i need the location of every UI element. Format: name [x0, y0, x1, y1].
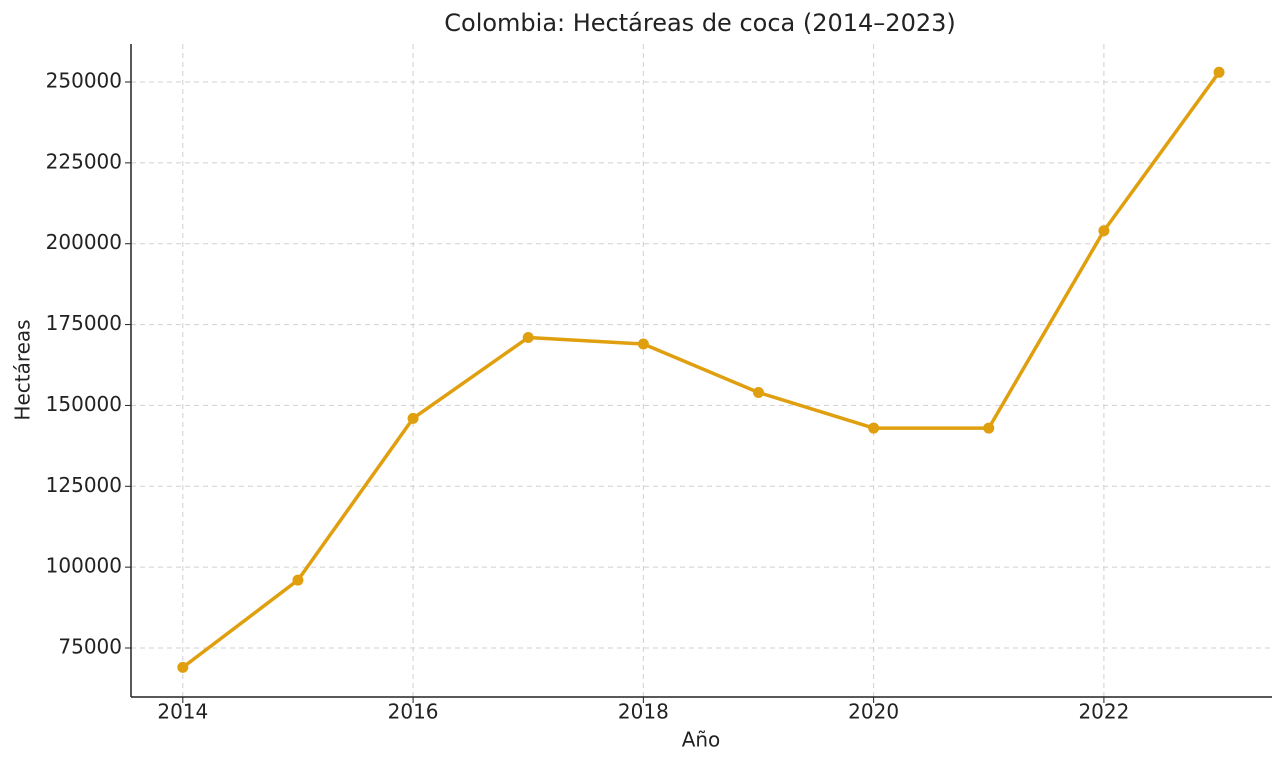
data-point — [407, 412, 419, 424]
y-tick-label: 175000 — [46, 311, 122, 335]
data-point — [983, 422, 995, 434]
data-point — [637, 338, 649, 350]
y-tick-label: 75000 — [58, 635, 122, 659]
x-tick-label: 2014 — [157, 700, 208, 724]
x-tick-label: 2016 — [388, 700, 439, 724]
x-tick-label: 2018 — [618, 700, 669, 724]
y-tick-label: 125000 — [46, 473, 122, 497]
x-axis-label: Año — [682, 728, 721, 752]
x-tick-label: 2022 — [1078, 700, 1129, 724]
x-tick-label: 2020 — [848, 700, 899, 724]
y-axis-label: Hectáreas — [11, 319, 35, 420]
y-tick-label: 100000 — [46, 554, 122, 578]
data-point — [868, 422, 880, 434]
y-tick-label: 225000 — [46, 149, 122, 173]
data-point — [1098, 225, 1110, 237]
data-point — [292, 574, 304, 586]
chart-title: Colombia: Hectáreas de coca (2014–2023) — [444, 9, 956, 37]
y-tick-label: 200000 — [46, 230, 122, 254]
data-point — [177, 661, 189, 673]
data-point — [752, 386, 764, 398]
data-point — [522, 332, 534, 344]
y-tick-label: 150000 — [46, 392, 122, 416]
data-point — [1213, 66, 1225, 78]
series-line — [181, 71, 1221, 669]
y-tick-label: 250000 — [46, 69, 122, 93]
